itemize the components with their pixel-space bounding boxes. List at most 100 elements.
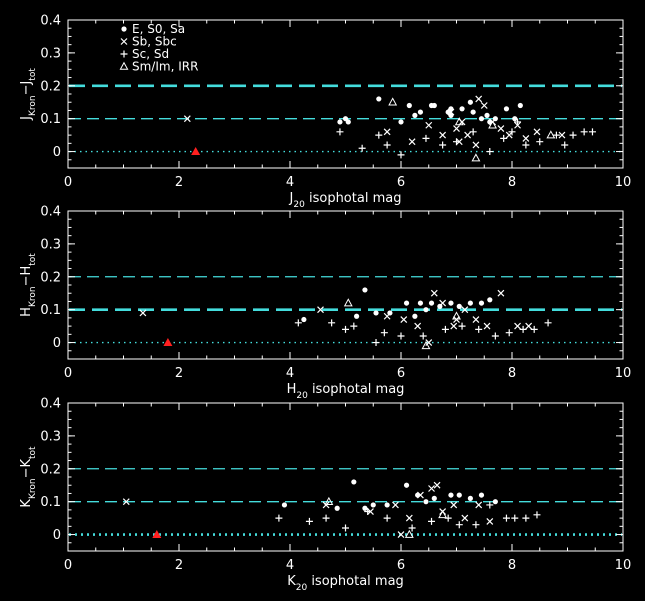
- data-point: [453, 125, 460, 132]
- data-point: [342, 116, 349, 122]
- data-point: [322, 514, 330, 522]
- data-point: [467, 300, 473, 306]
- y-axis-label-group: HKron−Htot: [19, 253, 38, 317]
- y-tick-label: 0: [53, 145, 61, 160]
- data-point: [419, 332, 427, 340]
- data-point: [183, 115, 191, 123]
- y-axis-label: JKron−Jtot: [19, 68, 38, 121]
- data-point: [334, 505, 340, 511]
- data-point: [423, 307, 429, 313]
- data-point: [458, 322, 466, 330]
- data-point: [384, 502, 390, 508]
- data-point: [364, 508, 372, 516]
- data-point: [519, 325, 527, 333]
- data-point: [351, 479, 357, 485]
- data-point: [372, 339, 380, 347]
- data-point: [423, 499, 429, 505]
- x-tick-label: 6: [397, 175, 405, 190]
- data-point: [275, 514, 283, 522]
- data-point: [415, 492, 421, 498]
- data-point: [456, 303, 462, 309]
- data-point: [472, 141, 480, 149]
- x-tick-label: 0: [64, 175, 72, 190]
- data-point: [428, 517, 436, 525]
- data-point: [343, 298, 353, 307]
- data-point: [336, 128, 344, 136]
- data-point: [191, 147, 201, 156]
- y-axis-label-group: KKron−Ktot: [19, 446, 38, 508]
- data-point: [398, 119, 404, 125]
- legend-entry-label: E, S0, Sa: [132, 22, 185, 36]
- series-cross: [183, 95, 566, 149]
- data-point: [376, 96, 382, 102]
- data-point: [342, 325, 349, 333]
- data-point: [439, 299, 447, 307]
- data-point: [281, 502, 288, 508]
- data-point: [412, 112, 418, 118]
- x-tick-label: 4: [286, 175, 294, 190]
- legend-entry-label: Sm/Im, IRR: [132, 60, 198, 74]
- data-point: [388, 97, 398, 106]
- panel-3: 0 2 4 6 8 10 0 0.1 0.2 0.3 0.4 K20 isophotal mag KKr…: [19, 397, 631, 594]
- series-plus: [294, 319, 552, 347]
- data-point: [522, 141, 530, 149]
- data-point: [370, 502, 376, 508]
- data-point: [448, 492, 454, 498]
- data-point: [403, 300, 410, 306]
- data-point: [453, 138, 460, 146]
- x-tick-label: 8: [508, 366, 516, 381]
- x-tick-label: 6: [397, 366, 405, 381]
- data-point: [483, 322, 491, 330]
- data-point: [305, 517, 313, 525]
- data-point: [544, 319, 552, 327]
- data-point: [512, 116, 518, 122]
- data-point: [455, 521, 463, 529]
- x-tick-label: 0: [64, 558, 72, 573]
- data-point: [441, 325, 449, 333]
- data-point: [561, 141, 569, 149]
- data-point: [525, 322, 533, 330]
- data-point: [533, 511, 541, 519]
- data-point: [471, 153, 481, 162]
- data-point: [433, 481, 441, 489]
- y-tick-label: 0.1: [40, 112, 61, 127]
- data-point: [350, 322, 358, 330]
- data-point: [558, 131, 566, 139]
- y-tick-label: 0: [53, 528, 61, 543]
- data-point: [397, 332, 405, 340]
- y-tick-label: 0.3: [40, 429, 61, 444]
- data-point: [431, 102, 437, 109]
- legend-cross-marker: [120, 38, 128, 45]
- data-point: [469, 128, 477, 136]
- data-point: [536, 138, 544, 146]
- series-circle: [337, 96, 523, 125]
- data-point: [414, 322, 422, 330]
- data-point: [503, 106, 510, 112]
- data-point: [486, 501, 494, 509]
- data-point: [486, 517, 494, 525]
- data-point: [383, 128, 391, 136]
- legend-entry-label: Sc, Sd: [132, 47, 169, 61]
- x-tick-label: 10: [615, 366, 632, 381]
- panel-2: 0 2 4 6 8 10 0 0.1 0.2 0.3 0.4 H20 isophotal mag HKr…: [19, 205, 631, 402]
- y-tick-label: 0.1: [40, 303, 61, 318]
- data-point: [530, 325, 538, 333]
- data-point: [404, 529, 414, 538]
- data-point: [392, 501, 399, 509]
- data-point: [439, 131, 447, 139]
- data-point: [417, 491, 424, 499]
- x-tick-label: 4: [286, 366, 294, 381]
- y-tick-label: 0.4: [40, 205, 61, 220]
- x-tick-label: 8: [508, 175, 516, 190]
- data-point: [467, 99, 473, 105]
- data-point: [452, 311, 461, 320]
- data-point: [412, 313, 418, 319]
- data-point: [362, 287, 368, 293]
- data-point: [408, 524, 416, 532]
- data-point: [486, 148, 494, 156]
- series-circle: [301, 287, 493, 323]
- y-axis-label: HKron−Htot: [19, 253, 38, 317]
- data-point: [428, 485, 435, 492]
- data-point: [475, 501, 483, 509]
- y-tick-label: 0.4: [40, 14, 61, 29]
